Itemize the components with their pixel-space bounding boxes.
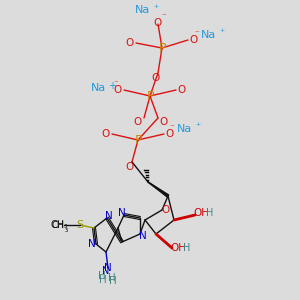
Text: N: N xyxy=(104,263,112,273)
Text: H: H xyxy=(109,276,117,286)
Text: Na: Na xyxy=(200,30,216,40)
Text: O: O xyxy=(165,129,173,139)
Text: Na: Na xyxy=(134,5,150,15)
Text: O: O xyxy=(102,129,110,139)
Text: ⁻: ⁻ xyxy=(162,13,167,22)
Text: Na: Na xyxy=(90,83,106,93)
Text: CH₃: CH₃ xyxy=(52,220,68,230)
Text: P: P xyxy=(146,89,154,103)
Text: ⁻: ⁻ xyxy=(169,124,174,133)
Text: N: N xyxy=(118,208,126,218)
Text: O: O xyxy=(152,73,160,83)
Text: ⁻: ⁻ xyxy=(195,29,200,38)
Text: O: O xyxy=(159,117,167,127)
Text: H: H xyxy=(99,275,107,285)
Text: Na: Na xyxy=(176,124,192,134)
Text: ₃: ₃ xyxy=(64,224,68,233)
Text: H: H xyxy=(183,243,191,253)
Text: O: O xyxy=(126,38,134,48)
Text: OH: OH xyxy=(170,243,186,253)
Text: N: N xyxy=(102,266,110,276)
Text: CH: CH xyxy=(51,220,65,230)
Text: O: O xyxy=(114,85,122,95)
Text: O: O xyxy=(189,35,197,45)
Text: O: O xyxy=(154,18,162,28)
Text: O: O xyxy=(134,117,142,127)
Text: +: + xyxy=(108,81,116,91)
Text: ⁺: ⁺ xyxy=(219,28,225,38)
Text: H: H xyxy=(108,273,116,283)
Polygon shape xyxy=(148,182,169,197)
Text: P: P xyxy=(134,134,142,146)
Text: ⁺: ⁺ xyxy=(195,122,201,132)
Text: P: P xyxy=(158,41,166,55)
Text: N: N xyxy=(139,231,147,241)
Text: ⁺: ⁺ xyxy=(153,4,159,14)
Text: N: N xyxy=(88,239,96,249)
Text: OH: OH xyxy=(193,208,209,218)
Text: N: N xyxy=(105,211,113,221)
Text: S: S xyxy=(76,220,84,230)
Text: O: O xyxy=(177,85,185,95)
Text: O: O xyxy=(161,205,169,215)
Text: ⁻: ⁻ xyxy=(114,80,118,88)
Text: H: H xyxy=(98,271,106,281)
Text: H: H xyxy=(206,208,214,218)
Text: O: O xyxy=(125,162,133,172)
